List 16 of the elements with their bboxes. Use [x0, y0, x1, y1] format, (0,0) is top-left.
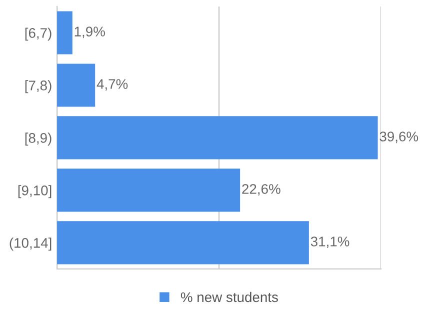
- bar: [57, 221, 309, 264]
- bar: [57, 168, 240, 212]
- y-tick-label: [6,7): [25, 28, 52, 41]
- y-tick-label: [9,10]: [18, 185, 52, 198]
- data-label: 4,7%: [96, 79, 128, 91]
- data-label: 22,6%: [242, 184, 280, 196]
- y-tick-label: [8,9): [25, 132, 52, 146]
- y-tick-label: [7,8): [25, 80, 52, 94]
- bar: [57, 116, 378, 160]
- data-label: 1,9%: [74, 26, 105, 38]
- bar: [57, 11, 72, 54]
- data-label: 31,1%: [310, 236, 350, 248]
- legend-label: % new students: [180, 292, 278, 302]
- bar: [57, 64, 96, 107]
- y-tick-label: (10,14]: [10, 238, 52, 251]
- data-label: 39,6%: [380, 132, 418, 144]
